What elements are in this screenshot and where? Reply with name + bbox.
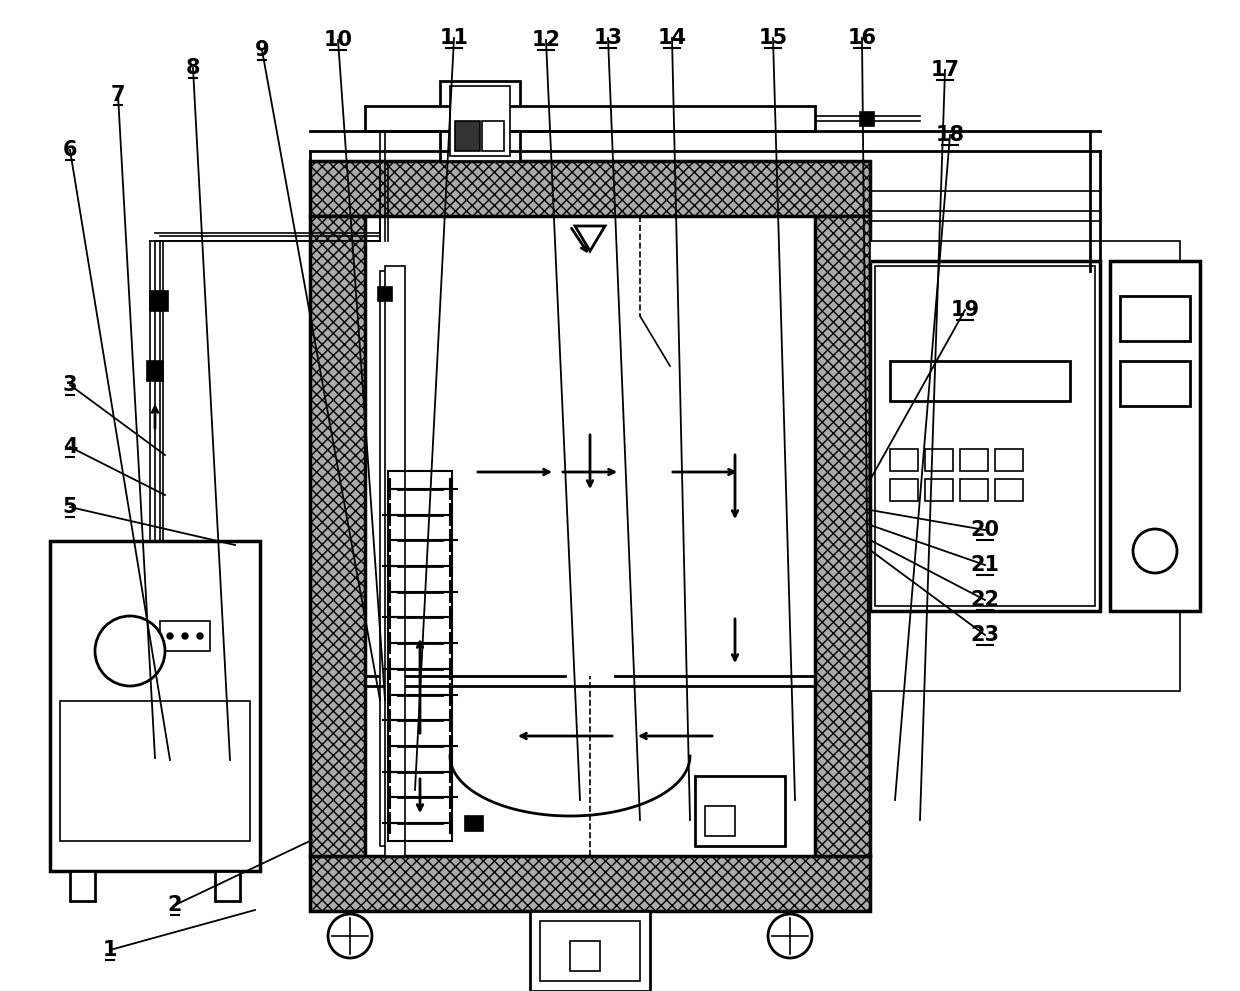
Text: 9: 9 (254, 40, 269, 60)
Bar (465, 816, 484, 831)
Bar (870, 241, 1180, 691)
Text: 18: 18 (935, 125, 965, 145)
Text: 1: 1 (103, 940, 118, 960)
Bar (925, 449, 954, 471)
Bar (960, 449, 988, 471)
Circle shape (95, 616, 165, 686)
Bar (694, 776, 785, 846)
Bar (994, 449, 1023, 471)
Circle shape (197, 633, 203, 639)
Bar (1120, 296, 1190, 341)
Polygon shape (575, 226, 605, 251)
Text: 14: 14 (657, 28, 687, 48)
Text: 13: 13 (594, 28, 622, 48)
Bar (215, 871, 241, 901)
Text: 17: 17 (930, 60, 960, 80)
Bar (890, 449, 918, 471)
Bar (870, 261, 1100, 611)
Bar (440, 81, 520, 161)
Text: 4: 4 (63, 437, 77, 457)
Bar (529, 911, 650, 991)
Text: 19: 19 (950, 300, 980, 320)
Circle shape (182, 633, 188, 639)
Text: 7: 7 (110, 85, 125, 105)
Bar (365, 216, 815, 856)
Text: 3: 3 (63, 375, 77, 395)
Bar (890, 361, 1070, 401)
Bar (875, 266, 1095, 606)
Circle shape (768, 914, 812, 958)
Text: 22: 22 (971, 590, 999, 610)
Text: 8: 8 (186, 58, 200, 78)
Text: 11: 11 (439, 28, 469, 48)
Bar (365, 106, 815, 131)
Bar (50, 541, 260, 871)
Bar (148, 361, 162, 381)
Bar (69, 871, 95, 901)
Circle shape (1133, 529, 1177, 573)
Text: 6: 6 (63, 140, 77, 160)
Bar (455, 121, 480, 151)
Bar (310, 216, 365, 856)
Text: 15: 15 (759, 28, 787, 48)
Bar (310, 856, 870, 911)
Bar (310, 161, 870, 216)
Bar (815, 216, 870, 856)
Text: 12: 12 (532, 30, 560, 50)
Circle shape (329, 914, 372, 958)
Bar (994, 479, 1023, 501)
Bar (379, 271, 398, 846)
Bar (960, 479, 988, 501)
Bar (388, 471, 453, 841)
Text: 16: 16 (847, 28, 877, 48)
Text: 23: 23 (971, 625, 999, 645)
Circle shape (167, 633, 174, 639)
Bar (706, 806, 735, 836)
Text: 10: 10 (324, 30, 352, 50)
Bar (925, 479, 954, 501)
Bar (150, 291, 167, 311)
Bar (378, 287, 392, 301)
Text: 2: 2 (167, 895, 182, 915)
Bar (861, 112, 874, 126)
Text: 5: 5 (63, 497, 77, 517)
Bar (539, 921, 640, 981)
Bar (1110, 261, 1200, 611)
Bar (1120, 361, 1190, 406)
Bar (160, 621, 210, 651)
Bar (890, 479, 918, 501)
Bar (482, 121, 503, 151)
Bar (450, 86, 510, 156)
Bar (60, 701, 250, 841)
Bar (570, 941, 600, 971)
Text: 20: 20 (971, 520, 999, 540)
Text: 21: 21 (971, 555, 999, 575)
Bar (384, 266, 405, 856)
